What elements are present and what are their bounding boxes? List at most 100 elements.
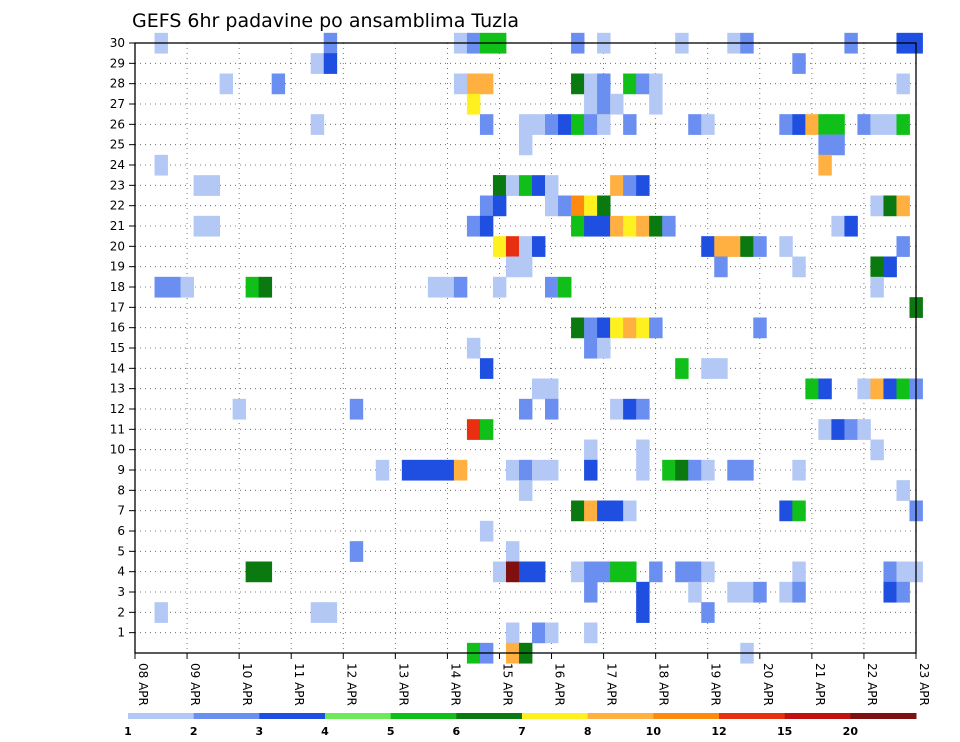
precip-cell	[479, 73, 494, 95]
y-tick-label: 21	[110, 219, 125, 233]
precip-cell	[206, 175, 221, 196]
precip-cell	[584, 500, 598, 522]
precip-cell	[675, 561, 689, 583]
precip-cell	[818, 378, 832, 400]
precip-cell	[870, 195, 884, 217]
x-tick-label: 09 APR	[188, 663, 202, 706]
precip-cell	[792, 114, 806, 135]
precip-cell	[714, 236, 728, 257]
precip-cell	[740, 459, 754, 481]
precip-cell	[792, 53, 806, 74]
legend-label: 20	[843, 725, 859, 738]
x-tick-label: 11 APR	[292, 663, 306, 706]
precip-cell	[818, 134, 832, 156]
precip-cell	[831, 419, 845, 440]
precip-cell	[479, 195, 494, 217]
precip-cell	[584, 581, 598, 603]
precip-cell	[610, 175, 624, 196]
precip-cell	[466, 337, 481, 359]
precip-cell	[545, 398, 559, 420]
precip-cell	[896, 561, 910, 583]
precip-cell	[883, 195, 897, 217]
precip-cell	[623, 175, 637, 196]
precip-cell	[896, 195, 910, 217]
x-tick-label: 21 APR	[813, 663, 827, 706]
precip-cell	[584, 215, 598, 237]
legend-label: 7	[518, 725, 526, 738]
precip-cell	[518, 398, 533, 420]
precip-cell	[323, 602, 338, 623]
precip-cell	[831, 134, 845, 156]
precip-cell	[688, 581, 702, 603]
precip-cell	[584, 114, 598, 135]
precip-cell	[584, 561, 598, 583]
x-axis-ticks: 08 APR 09 APR 10 APR 11 APR 12 APR 13 APR 14 A…	[134, 653, 931, 706]
y-tick-label: 7	[117, 504, 125, 518]
precip-cells	[154, 32, 923, 664]
precip-cell	[792, 561, 806, 583]
precip-cell	[310, 114, 325, 135]
y-tick-label: 10	[110, 443, 125, 457]
legend-label: 15	[777, 725, 792, 738]
precip-cell	[857, 419, 871, 440]
precip-cell	[714, 256, 728, 278]
precip-cell	[518, 175, 533, 196]
precip-cell	[883, 561, 897, 583]
y-tick-label: 26	[110, 117, 125, 131]
y-tick-label: 28	[110, 77, 125, 91]
precip-cell	[505, 561, 520, 583]
x-tick-label: 20 APR	[761, 663, 775, 706]
precip-cell	[636, 317, 650, 339]
precip-cell	[701, 561, 715, 583]
x-tick-label: 08 APR	[136, 663, 150, 706]
precip-cell	[571, 500, 585, 522]
precip-cell	[584, 439, 598, 461]
precip-cell	[753, 581, 767, 603]
precip-cell	[167, 276, 181, 298]
precip-cell	[636, 581, 650, 603]
precip-cell	[532, 561, 546, 583]
precip-cell	[623, 73, 637, 95]
precip-cell	[349, 398, 364, 420]
precip-cell	[818, 419, 832, 440]
precip-cell	[232, 398, 247, 420]
y-tick-label: 25	[110, 138, 125, 152]
precip-cell	[505, 175, 520, 196]
precip-cell	[532, 459, 546, 481]
legend-label: 2	[190, 725, 198, 738]
precip-cell	[688, 114, 702, 135]
precip-cell	[245, 276, 260, 298]
precip-cell	[597, 93, 611, 115]
precip-cell	[518, 236, 533, 257]
precip-cell	[714, 358, 728, 379]
precip-cell	[492, 276, 507, 298]
precip-cell	[258, 276, 273, 298]
precip-cell	[610, 215, 624, 237]
y-tick-label: 4	[117, 565, 125, 579]
precip-cell	[701, 602, 715, 623]
precip-cell	[610, 317, 624, 339]
y-tick-label: 20	[110, 239, 125, 253]
precip-cell	[792, 256, 806, 278]
precip-cell	[610, 93, 624, 115]
precip-cell	[427, 276, 442, 298]
legend-swatch	[325, 713, 392, 719]
x-tick-label: 12 APR	[344, 663, 358, 706]
x-tick-label: 23 APR	[917, 663, 931, 706]
precip-cell	[870, 439, 884, 461]
precip-cell	[896, 581, 910, 603]
precip-cell	[896, 378, 910, 400]
precip-cell	[649, 73, 663, 95]
y-tick-label: 9	[117, 463, 125, 477]
precip-cell	[571, 317, 585, 339]
legend-label: 8	[584, 725, 592, 738]
precip-cell	[571, 114, 585, 135]
y-axis-ticks: 1234567891011121314151617181920212223242…	[110, 36, 135, 640]
x-tick-label: 19 APR	[709, 663, 723, 706]
precip-cell	[779, 236, 793, 257]
y-tick-label: 2	[117, 605, 125, 619]
precip-cell	[818, 154, 832, 176]
legend-swatch	[390, 713, 457, 719]
precip-cell	[414, 459, 429, 481]
precip-cell	[610, 398, 624, 420]
